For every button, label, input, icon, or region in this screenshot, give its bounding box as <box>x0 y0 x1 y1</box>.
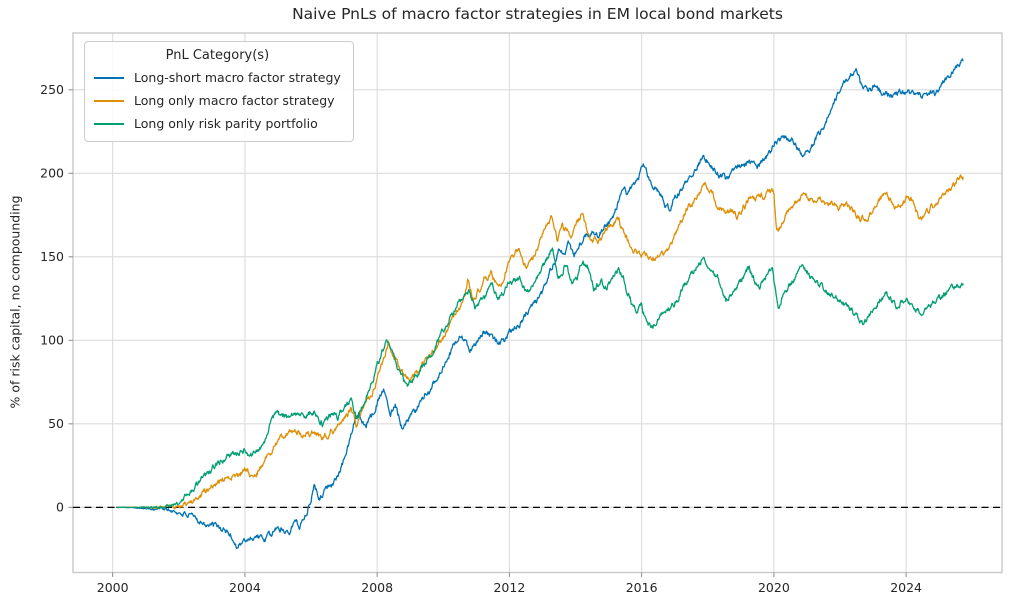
x-tick-label: 2008 <box>361 580 393 595</box>
x-tick-label: 2004 <box>229 580 261 595</box>
legend-label: Long only macro factor strategy <box>134 93 335 108</box>
legend-label: Long only risk parity portfolio <box>134 116 318 131</box>
legend-item-long-short: Long-short macro factor strategy <box>94 66 341 89</box>
y-tick-label: 0 <box>56 500 64 515</box>
legend-title: PnL Category(s) <box>165 48 270 63</box>
y-tick-label: 50 <box>48 416 64 431</box>
legend-line-swatch-green <box>94 122 124 125</box>
x-tick-label: 2016 <box>626 580 658 595</box>
x-tick-label: 2012 <box>493 580 525 595</box>
x-tick-label: 2024 <box>890 580 922 595</box>
legend-label: Long-short macro factor strategy <box>134 70 341 85</box>
plot-border <box>72 32 1003 574</box>
legend-item-long-only-macro: Long only macro factor strategy <box>94 89 341 112</box>
legend-line-swatch-orange <box>94 99 124 102</box>
y-tick-label: 100 <box>40 333 64 348</box>
legend-line-swatch-blue <box>94 76 124 79</box>
chart-title: Naive PnLs of macro factor strategies in… <box>292 5 783 23</box>
series-line-2 <box>115 247 964 510</box>
y-tick-label: 150 <box>40 249 64 264</box>
series-line-0 <box>115 58 964 550</box>
y-tick-label: 200 <box>40 166 64 181</box>
y-tick-label: 250 <box>40 82 64 97</box>
x-tick-label: 2000 <box>97 580 129 595</box>
legend-item-risk-parity: Long only risk parity portfolio <box>94 112 341 135</box>
x-tick-label: 2020 <box>758 580 790 595</box>
legend: PnL Category(s) Long-short macro factor … <box>84 41 354 142</box>
series-line-1 <box>115 174 964 510</box>
